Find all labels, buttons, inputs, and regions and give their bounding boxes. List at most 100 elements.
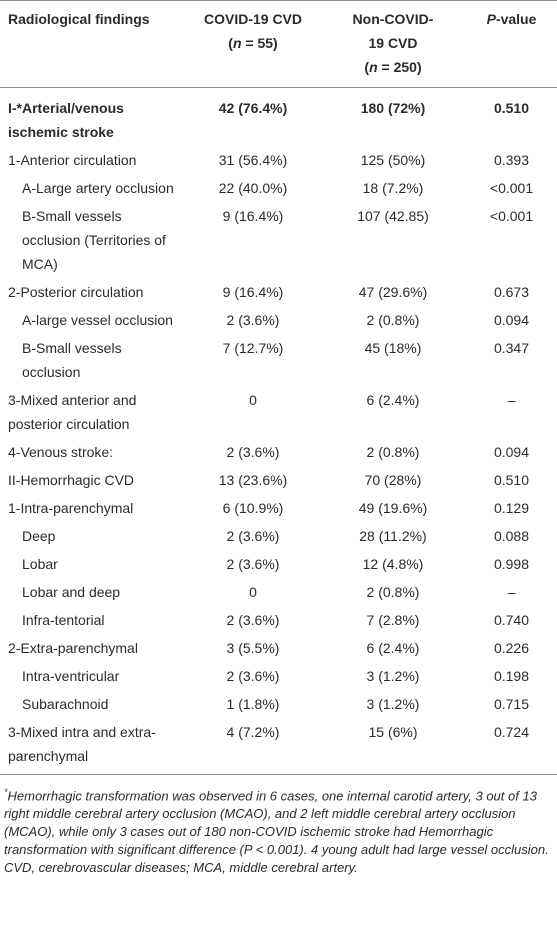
value-cell: 0.088 — [493, 528, 530, 544]
table-row: Deep 2 (3.6%) 28 (11.2%) 0.088 — [0, 522, 557, 550]
row-label: Intra-ventricular — [22, 668, 120, 684]
value-cell: 0.510 — [493, 100, 530, 116]
value-cell: – — [507, 584, 516, 600]
table-row: 3-Mixed anterior and posterior circulati… — [0, 386, 557, 438]
value-cell: 7 (2.8%) — [366, 612, 420, 628]
value-cell: 4 (7.2%) — [226, 724, 280, 740]
footnotes: *Hemorrhagic transformation was observed… — [0, 775, 557, 877]
value-cell: 2 (3.6%) — [226, 528, 280, 544]
header-text: Non-COVID-19 CVD — [352, 11, 434, 51]
value-cell: 0.998 — [493, 556, 530, 572]
value-cell: 0.094 — [493, 312, 530, 328]
table-header: Radiological findings COVID-19 CVD (n = 5… — [0, 0, 557, 88]
table-row: 2-Extra-parenchymal 3 (5.5%) 6 (2.4%) 0.226 — [0, 634, 557, 662]
value-cell: 2 (3.6%) — [226, 444, 280, 460]
value-cell: 125 (50%) — [360, 152, 426, 168]
footnote-mark: * — [4, 787, 8, 797]
value-cell: 45 (18%) — [364, 340, 422, 356]
value-cell: 9 (16.4%) — [222, 208, 284, 224]
value-cell: 0.673 — [493, 284, 530, 300]
header-row: Radiological findings COVID-19 CVD (n = 5… — [0, 0, 557, 88]
table-row: I-*Arterial/venous ischemic stroke 42 (76… — [0, 88, 557, 147]
row-label: 3-Mixed anterior and posterior circulati… — [8, 392, 137, 432]
value-cell: 0.347 — [493, 340, 530, 356]
value-cell: 107 (42.85) — [357, 208, 429, 224]
table-row: 2-Posterior circulation 9 (16.4%) 47 (29.6… — [0, 278, 557, 306]
header-cell: Radiological findings — [0, 0, 186, 88]
value-cell: 0.724 — [493, 724, 530, 740]
header-text: P — [486, 11, 496, 27]
row-label: Lobar and deep — [22, 584, 121, 600]
value-cell: 22 (40.0%) — [218, 180, 288, 196]
row-label: Deep — [22, 528, 56, 544]
value-cell: 2 (0.8%) — [366, 444, 420, 460]
header-n: = 250) — [377, 59, 422, 75]
value-cell: 0.094 — [493, 444, 530, 460]
value-cell: 15 (6%) — [368, 724, 418, 740]
value-cell: 2 (0.8%) — [366, 312, 420, 328]
value-cell: 0.393 — [493, 152, 530, 168]
table-row: 1-Intra-parenchymal 6 (10.9%) 49 (19.6%) 0.… — [0, 494, 557, 522]
value-cell: 70 (28%) — [364, 472, 422, 488]
header-cell: P-value — [466, 0, 557, 88]
value-cell: 49 (19.6%) — [358, 500, 428, 516]
value-cell: <0.001 — [489, 208, 534, 224]
value-cell: 2 (3.6%) — [226, 556, 280, 572]
row-label: 3-Mixed intra and extra- parenchymal — [8, 724, 156, 764]
header-n: ( — [228, 35, 233, 51]
value-cell: 0.510 — [493, 472, 530, 488]
footnote: CVD, cerebrovascular diseases; MCA, midd… — [4, 859, 551, 877]
table-row: II-Hemorrhagic CVD 13 (23.6%) 70 (28%) 0.51… — [0, 466, 557, 494]
value-cell: 13 (23.6%) — [218, 472, 288, 488]
value-cell: 0 — [249, 584, 257, 600]
row-label: Infra-tentorial — [22, 612, 105, 628]
row-label: Lobar — [22, 556, 58, 572]
table-row: Lobar 2 (3.6%) 12 (4.8%) 0.998 — [0, 550, 557, 578]
table-row: A-large vessel occlusion 2 (3.6%) 2 (0.8%)… — [0, 306, 557, 334]
header-n: ( — [364, 59, 370, 75]
row-label: I-*Arterial/venous ischemic stroke — [8, 100, 124, 140]
row-label: A-large vessel occlusion — [22, 312, 173, 328]
value-cell: 12 (4.8%) — [362, 556, 424, 572]
row-label: B-Small vessels occlusion (Territories o… — [22, 208, 166, 272]
value-cell: 6 (2.4%) — [366, 640, 420, 656]
row-label: 4-Venous stroke: — [8, 444, 114, 460]
value-cell: 6 (2.4%) — [366, 392, 420, 408]
table-row: 3-Mixed intra and extra- parenchymal 4 (7… — [0, 718, 557, 775]
value-cell: 180 (72%) — [360, 100, 426, 116]
value-cell: 3 (1.2%) — [366, 696, 420, 712]
value-cell: 3 (1.2%) — [366, 668, 420, 684]
table-row: B-Small vessels occlusion 7 (12.7%) 45 (18… — [0, 334, 557, 386]
value-cell: 18 (7.2%) — [362, 180, 424, 196]
row-label: B-Small vessels occlusion — [22, 340, 122, 380]
table-row: Infra-tentorial 2 (3.6%) 7 (2.8%) 0.740 — [0, 606, 557, 634]
table-row: Intra-ventricular 2 (3.6%) 3 (1.2%) 0.198 — [0, 662, 557, 690]
value-cell: 28 (11.2%) — [359, 528, 427, 544]
row-label: II-Hemorrhagic CVD — [8, 472, 135, 488]
value-cell: 2 (3.6%) — [226, 612, 280, 628]
footnote-text: CVD, cerebrovascular diseases; MCA, midd… — [4, 860, 358, 876]
row-label: 2-Extra-parenchymal — [8, 640, 138, 656]
table-row: 1-Anterior circulation 31 (56.4%) 125 (50%… — [0, 146, 557, 174]
footnote: *Hemorrhagic transformation was observed… — [4, 783, 551, 859]
header-text: COVID-19 CVD — [203, 11, 303, 27]
findings-table: Radiological findings COVID-19 CVD (n = 5… — [0, 0, 557, 775]
value-cell: 0.715 — [493, 696, 530, 712]
value-cell: 1 (1.8%) — [226, 696, 280, 712]
table-row: 4-Venous stroke: 2 (3.6%) 2 (0.8%) 0.094 — [0, 438, 557, 466]
value-cell: 47 (29.6%) — [358, 284, 428, 300]
value-cell: 6 (10.9%) — [222, 500, 284, 516]
value-cell: 0.198 — [493, 668, 530, 684]
value-cell: 2 (3.6%) — [226, 312, 280, 328]
value-cell: 7 (12.7%) — [222, 340, 284, 356]
value-cell: <0.001 — [489, 180, 534, 196]
header-text: Radiological findings — [8, 11, 150, 27]
row-label: Subarachnoid — [22, 696, 109, 712]
header-n: = 55) — [241, 35, 278, 51]
value-cell: 0.226 — [493, 640, 530, 656]
table-body: I-*Arterial/venous ischemic stroke 42 (76… — [0, 88, 557, 775]
value-cell: 0.740 — [493, 612, 530, 628]
row-label: A-Large artery occlusion — [22, 180, 174, 196]
